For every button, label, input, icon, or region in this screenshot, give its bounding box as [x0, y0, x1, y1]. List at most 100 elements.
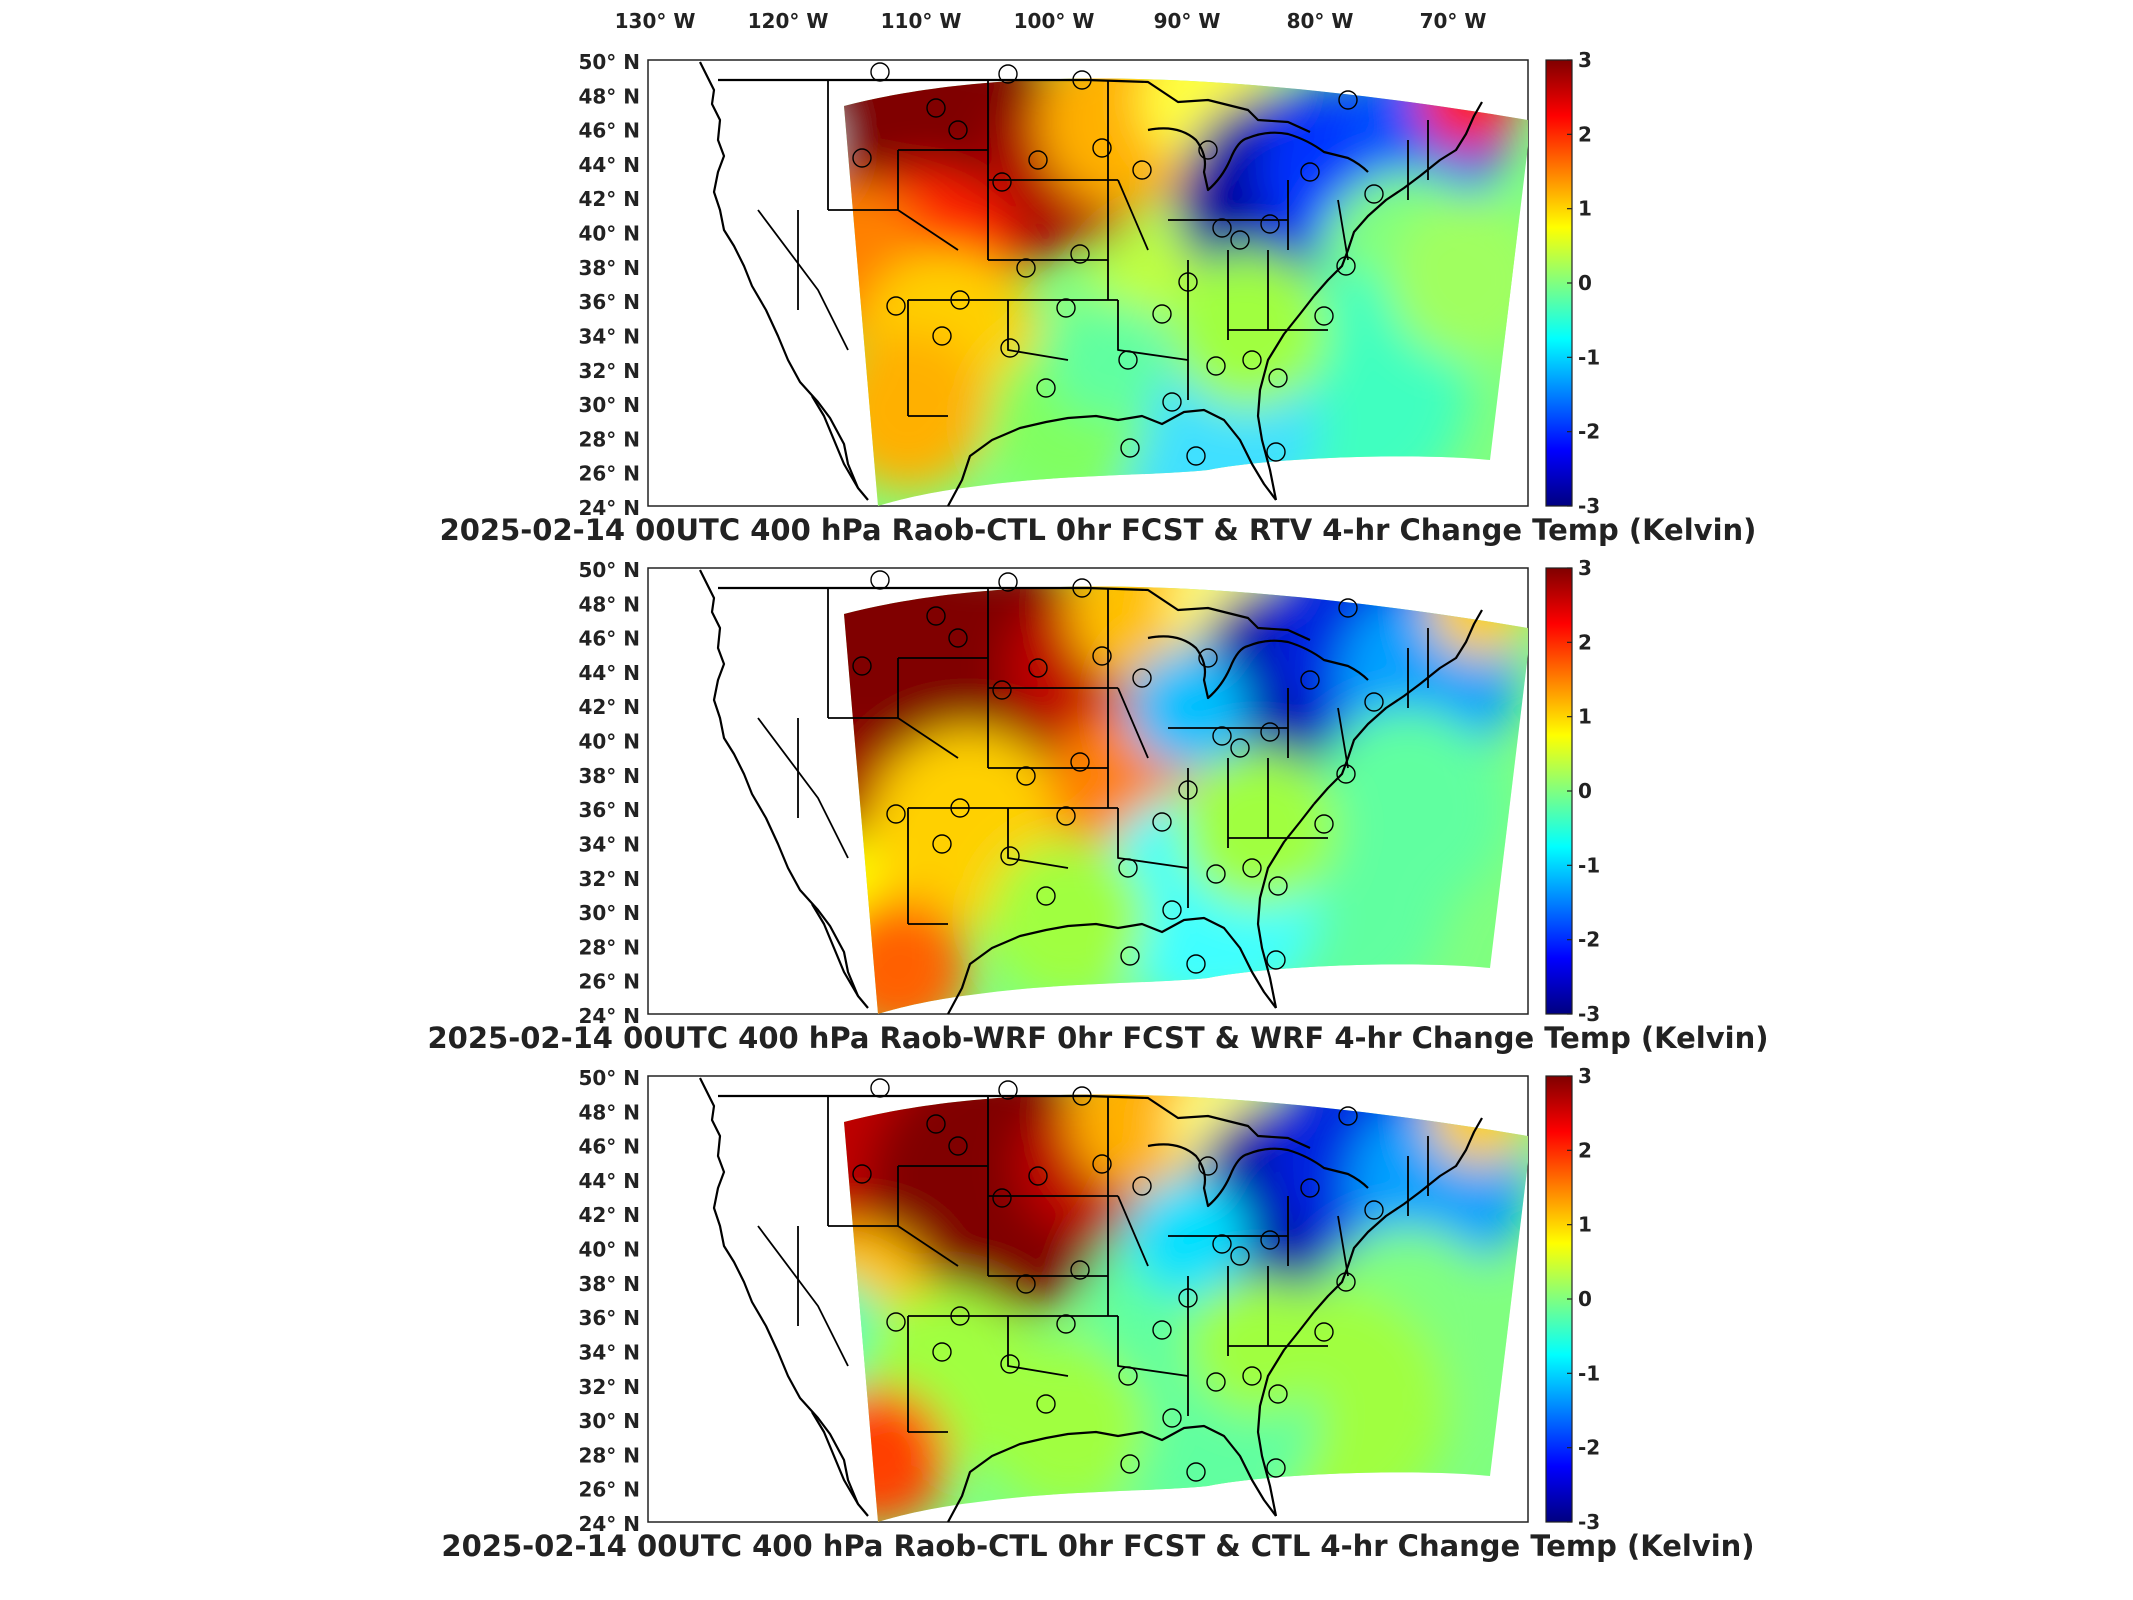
station-marker [1000, 338, 1020, 358]
coastline [811, 903, 859, 997]
station-marker [1178, 272, 1198, 292]
colorbar-tick-label: 0 [1578, 1287, 1592, 1311]
state-border [1117, 687, 1149, 759]
lat-label: 40° N [578, 730, 640, 754]
state-border [1337, 199, 1349, 261]
lat-label: 32° N [578, 359, 640, 383]
raob-station-markers [852, 570, 1384, 974]
colorbar-tick-label: -2 [1578, 420, 1600, 444]
station-marker [1118, 858, 1138, 878]
lat-label: 50° N [578, 50, 640, 74]
station-marker [1230, 738, 1250, 758]
station-marker [1260, 214, 1280, 234]
station-marker [1070, 752, 1090, 772]
lon-label: 90° W [1154, 9, 1221, 33]
colorbar-tick-label: -1 [1578, 345, 1600, 369]
station-marker [932, 1342, 952, 1362]
coastline [1313, 1117, 1483, 1313]
station-marker [1268, 368, 1288, 388]
lat-label: 32° N [578, 1375, 640, 1399]
lat-label: 36° N [578, 798, 640, 822]
station-marker [870, 1078, 890, 1098]
map-outlines [699, 1077, 1483, 1523]
state-border [757, 209, 849, 351]
lon-label: 80° W [1287, 9, 1354, 33]
colorbar: 3 2 1 0 -1 -2 -3 [1545, 48, 1600, 518]
lon-label: 120° W [748, 9, 829, 33]
colorbar-tick-label: 3 [1578, 48, 1592, 72]
lat-label: 44° N [578, 661, 640, 685]
station-marker [1178, 1288, 1198, 1308]
state-border [1007, 300, 1069, 361]
station-marker [1336, 1272, 1356, 1292]
map-panel [647, 59, 1529, 507]
station-marker [1186, 954, 1206, 974]
station-marker [1314, 306, 1334, 326]
station-marker [1056, 298, 1076, 318]
raob-station-markers [852, 62, 1384, 466]
lat-label: 48° N [578, 84, 640, 108]
station-marker [886, 1312, 906, 1332]
station-marker [998, 1080, 1018, 1100]
colorbar-tick-label: 0 [1578, 271, 1592, 295]
station-marker [1364, 692, 1384, 712]
lat-label: 38° N [578, 256, 640, 280]
coastline [947, 408, 1277, 507]
colorbar-tick-label: -1 [1578, 853, 1600, 877]
coastline [1256, 1311, 1315, 1517]
raob-station-markers [852, 1078, 1384, 1482]
station-marker [1056, 806, 1076, 826]
station-marker [1072, 1086, 1092, 1106]
station-marker [1132, 160, 1152, 180]
colorbar: 3 2 1 0 -1 -2 -3 [1545, 1064, 1600, 1534]
map-panel [647, 567, 1529, 1015]
station-marker [1070, 1260, 1090, 1280]
station-marker [1072, 70, 1092, 90]
coastline [699, 1077, 869, 1517]
lat-label: 42° N [578, 695, 640, 719]
station-marker [1314, 814, 1334, 834]
map-outlines [699, 61, 1483, 507]
station-marker [948, 1136, 968, 1156]
station-marker [1152, 1320, 1172, 1340]
station-marker [992, 172, 1012, 192]
station-marker [852, 148, 872, 168]
map-panel [647, 1075, 1529, 1523]
lat-label: 34° N [578, 1340, 640, 1364]
station-marker [1028, 150, 1048, 170]
coastline [811, 395, 859, 489]
station-marker [1186, 446, 1206, 466]
station-marker [1338, 90, 1358, 110]
station-marker [1036, 886, 1056, 906]
station-marker [1120, 946, 1140, 966]
state-border [897, 209, 959, 251]
station-marker [852, 1164, 872, 1184]
station-marker [1364, 1200, 1384, 1220]
station-marker [1016, 766, 1036, 786]
lat-label: 24° N [578, 1004, 640, 1028]
coastline [947, 1424, 1277, 1523]
lat-label: 38° N [578, 764, 640, 788]
station-marker [1266, 442, 1286, 462]
state-border [1337, 1215, 1349, 1277]
state-border [1007, 808, 1069, 869]
station-marker [1338, 598, 1358, 618]
lat-label: 30° N [578, 901, 640, 925]
coastline [811, 1411, 859, 1505]
station-marker [1132, 1176, 1152, 1196]
station-marker [1028, 1166, 1048, 1186]
station-marker [1036, 378, 1056, 398]
station-marker [1242, 1366, 1262, 1386]
station-marker [1186, 1462, 1206, 1482]
station-marker [926, 606, 946, 626]
state-border [1007, 1316, 1069, 1377]
station-marker [1336, 256, 1356, 276]
station-marker [1000, 846, 1020, 866]
state-border [1117, 179, 1149, 251]
station-marker [1206, 864, 1226, 884]
station-marker [950, 1306, 970, 1326]
station-marker [926, 98, 946, 118]
panel-title: 2025-02-14 00UTC 400 hPa Raob-WRF 0hr FC… [427, 1021, 1768, 1055]
station-marker [1092, 1154, 1112, 1174]
coastline [947, 916, 1277, 1015]
